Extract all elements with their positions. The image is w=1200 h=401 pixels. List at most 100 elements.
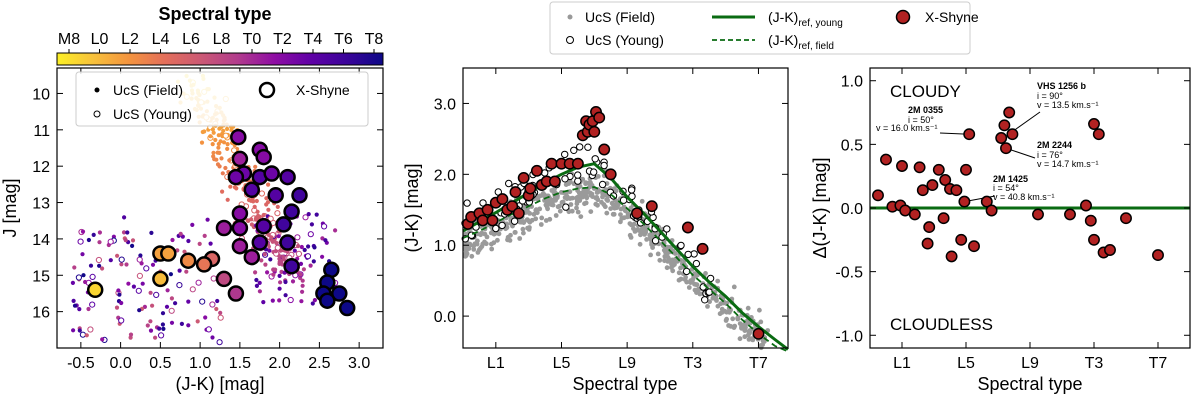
color-field-point xyxy=(693,282,699,287)
residual-xlabel: Spectral type xyxy=(977,374,1082,394)
cmd-ucs-point xyxy=(218,310,223,315)
color-young-point xyxy=(505,179,513,188)
cmd-ucs-point xyxy=(249,222,254,227)
cmd-ucs-point xyxy=(209,301,216,308)
y-tick-label: -0.5 xyxy=(835,265,863,282)
color-legend-xshyne: X-Shyne xyxy=(925,9,979,25)
x-tick-label: 0.0 xyxy=(109,355,131,372)
x-tick-label: L1 xyxy=(487,355,505,372)
cmd-legend: UcS (Field) UcS (Young) X-Shyne xyxy=(75,71,369,127)
x-tick-label: T7 xyxy=(749,355,768,372)
residual-xshyne-marker xyxy=(899,204,912,217)
cmd-ucs-point xyxy=(160,311,166,316)
cmd-ucs-point xyxy=(261,300,266,305)
cmd-ucs-point xyxy=(208,134,213,139)
cmd-ucs-point xyxy=(261,212,266,218)
cmd-ucs-point xyxy=(189,286,196,293)
cmd-ucs-point xyxy=(268,257,273,262)
color-field-point xyxy=(714,298,719,303)
cmd-ucs-point xyxy=(210,127,215,132)
cmd-xshyne-marker xyxy=(279,168,296,186)
colorbar-label: L4 xyxy=(152,31,170,48)
color-field-point xyxy=(588,209,594,215)
cmd-ucs-point xyxy=(283,293,288,298)
cmd-ucs-point xyxy=(169,320,175,325)
cmd-xshyne-marker xyxy=(263,165,280,182)
ann-2m0355-name: 2M 0355 xyxy=(908,105,943,115)
residual-xshyne-marker xyxy=(913,161,926,174)
color-young-point xyxy=(584,143,592,151)
color-xshyne-marker xyxy=(524,182,537,195)
cmd-ucs-point xyxy=(118,256,125,263)
cmd-ucs-point xyxy=(160,322,165,327)
colorbar-label: L6 xyxy=(182,31,200,48)
color-field-point xyxy=(742,334,748,340)
cmd-ucs-point xyxy=(264,196,269,201)
color-young-point xyxy=(498,221,506,230)
ann-2m2244-v: v = 14.7 km.s⁻¹ xyxy=(1037,159,1099,169)
color-xshyne-marker xyxy=(545,157,558,170)
color-field-point xyxy=(642,232,647,237)
cmd-ucs-point xyxy=(83,279,88,285)
cmd-ucs-point xyxy=(257,280,262,285)
cmd-xshyne-marker xyxy=(255,217,272,235)
legend2-marker-field xyxy=(567,14,573,20)
cmd-xshyne-marker xyxy=(231,219,249,237)
color-field-point xyxy=(707,299,712,305)
cmd-ucs-point xyxy=(210,275,217,282)
residual-xshyne-marker xyxy=(955,233,968,246)
color-xshyne-marker xyxy=(696,242,709,255)
cmd-ucs-point xyxy=(215,298,220,304)
color-young-point xyxy=(598,180,607,189)
cmd-ucs-point xyxy=(298,272,303,277)
color-field-point xyxy=(495,237,500,243)
cmd-xshyne-marker xyxy=(152,270,169,288)
cmd-ucs-point xyxy=(125,230,130,235)
cmd-ucs-point xyxy=(153,335,158,340)
cmd-ucs-point xyxy=(145,323,150,328)
color-field-point xyxy=(672,262,677,267)
cmd-ucs-point xyxy=(220,171,225,176)
color-field-point xyxy=(637,241,643,247)
color-young-point xyxy=(619,196,628,204)
cmd-ucs-point xyxy=(150,262,156,267)
ann-2m1425-name: 2M 1425 xyxy=(993,174,1028,184)
color-field-point xyxy=(560,199,566,205)
residual-xshyne-marker xyxy=(926,179,939,192)
cmd-xshyne-marker xyxy=(231,150,249,168)
color-field-point xyxy=(672,251,678,256)
cmd-ucs-point xyxy=(158,332,165,339)
y-tick-label: 14 xyxy=(32,232,50,249)
residual-x-ticks: L1 L5 L9 T3 T7 xyxy=(893,68,1167,372)
cmd-ucs-point xyxy=(227,158,232,163)
residual-xshyne-marker xyxy=(896,160,908,172)
x-tick-label: T3 xyxy=(683,355,702,372)
color-field-point xyxy=(478,232,483,238)
cmd-ucs-point xyxy=(267,215,274,222)
ann-2m0355-v: v = 16.0 km.s⁻¹ xyxy=(876,123,938,133)
color-field-point xyxy=(655,251,661,257)
residual-xshyne-marker xyxy=(1006,128,1019,141)
cmd-ucs-point xyxy=(223,165,228,171)
color-field-point xyxy=(521,230,526,236)
cmd-ucs-point xyxy=(70,280,75,285)
color-field-point xyxy=(735,315,740,321)
legend2-marker-xshyne xyxy=(895,9,911,25)
ann-vhs1256-name: VHS 1256 b xyxy=(1037,81,1087,91)
cmd-ucs-point xyxy=(211,130,216,135)
cmd-ucs-point xyxy=(266,207,271,212)
cmd-ucs-point xyxy=(139,261,144,266)
cmd-xshyne-marker xyxy=(230,128,247,146)
cmd-ucs-point xyxy=(221,140,227,145)
cmd-ucs-point xyxy=(314,212,319,217)
color-field-point xyxy=(505,234,511,240)
color-field-point xyxy=(489,241,494,247)
cmd-xshyne-marker xyxy=(283,257,300,275)
cmd-ucs-point xyxy=(182,249,187,254)
cmd-ucs-point xyxy=(80,229,86,234)
residual-xshyne-marker xyxy=(1152,249,1164,262)
cmd-ucs-point xyxy=(253,164,258,169)
cmd-ucs-point xyxy=(296,243,301,249)
y-tick-label: 12 xyxy=(32,159,50,176)
color-field-point xyxy=(527,211,533,216)
